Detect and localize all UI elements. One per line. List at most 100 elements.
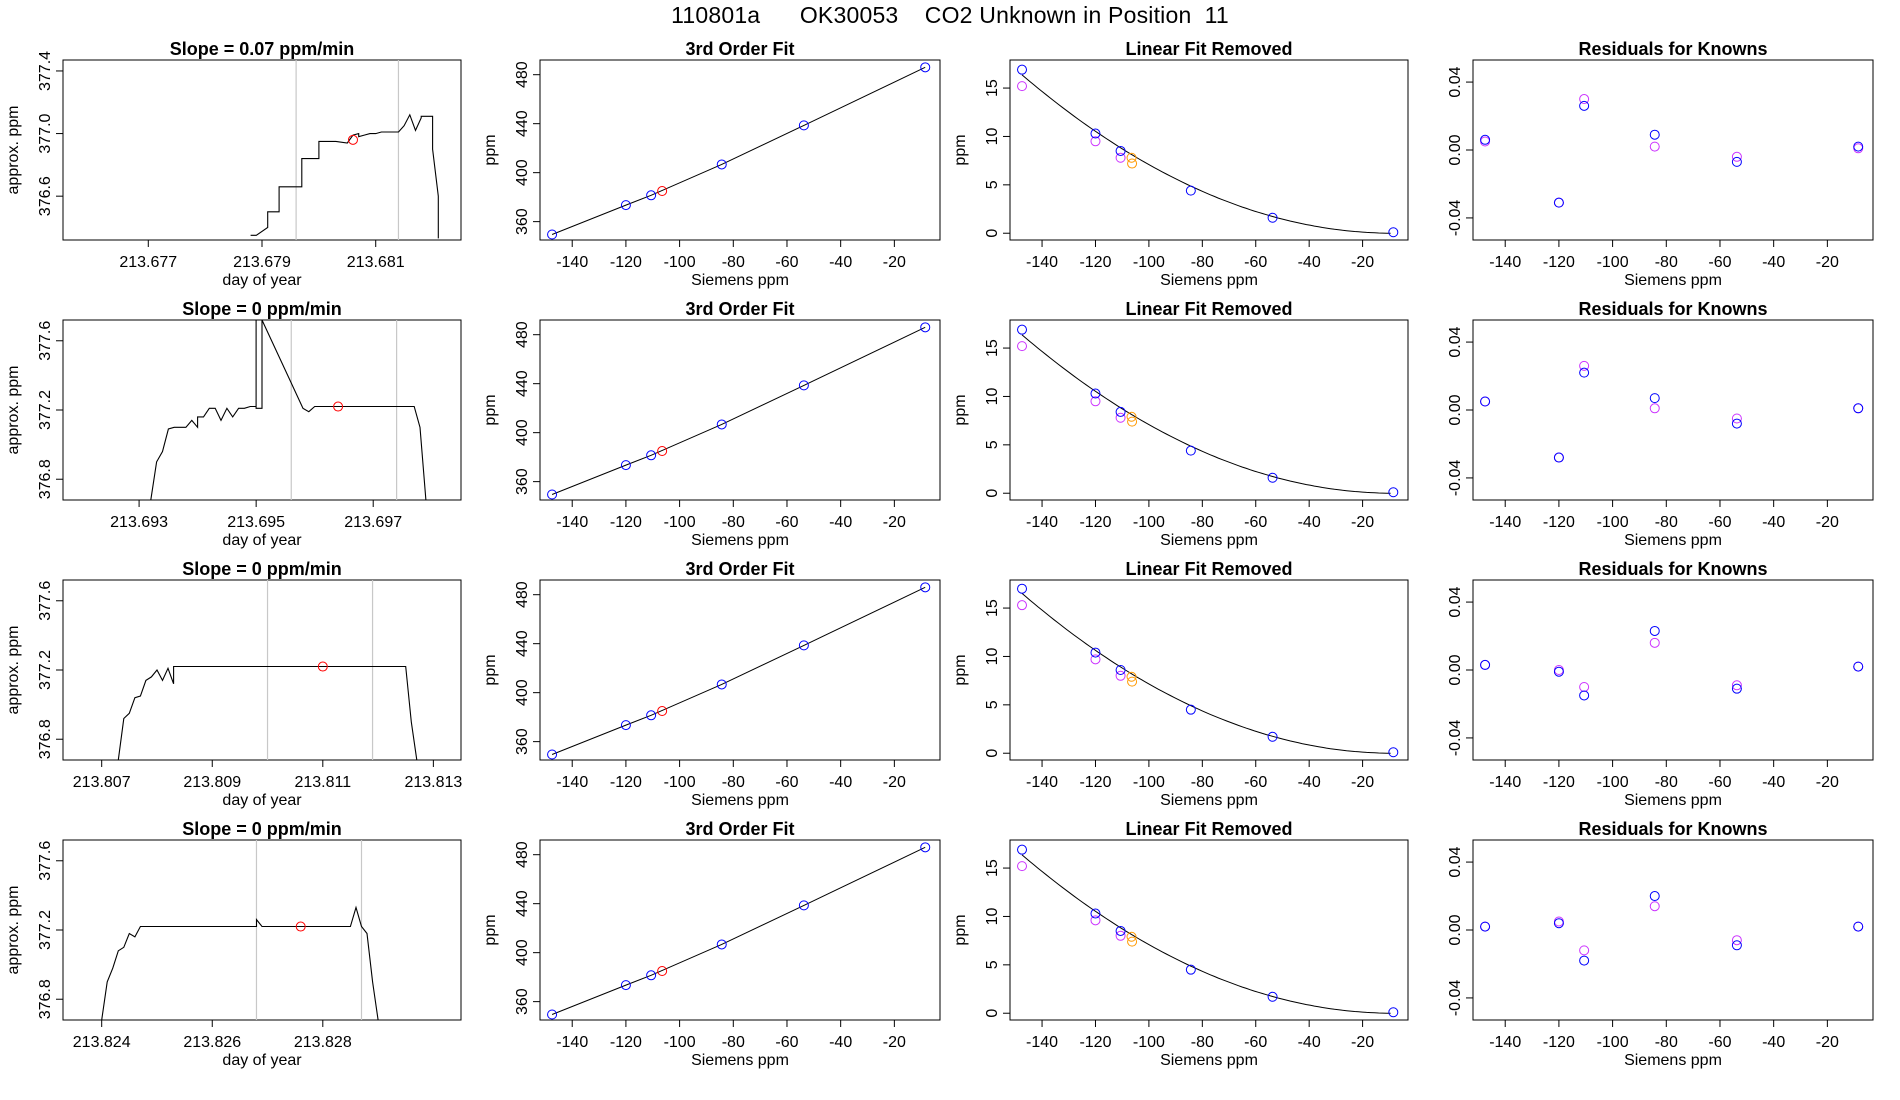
- data-point-knowns: [1017, 844, 1028, 855]
- chart-title: 3rd Order Fit: [685, 39, 794, 59]
- data-point-knowns: [1267, 472, 1278, 483]
- y-tick-label: 360: [514, 468, 531, 495]
- y-tick-label: 5: [984, 960, 1001, 969]
- data-point-knowns: [646, 190, 657, 201]
- data-point-knowns: [1115, 406, 1126, 417]
- plot-frame: [1472, 59, 1874, 241]
- y-tick-label: 400: [514, 159, 531, 186]
- y-tick-label: 400: [514, 419, 531, 446]
- y-tick-label: 15: [984, 599, 1001, 617]
- data-point-knowns-alt: [1017, 600, 1028, 611]
- y-tick-label: 480: [514, 581, 531, 608]
- x-tick-label: 213.807: [73, 774, 131, 791]
- x-tick-label: -80: [1191, 774, 1214, 791]
- data-point-knowns: [1388, 227, 1399, 238]
- data-point-knowns-alt: [1731, 151, 1742, 162]
- data-point-knowns: [1388, 747, 1399, 758]
- data-point-unknown: [1126, 411, 1137, 422]
- data-point-knowns-alt: [1017, 861, 1028, 872]
- x-tick-label: -100: [1597, 254, 1629, 271]
- data-point-knowns: [1115, 145, 1126, 156]
- data-point-knowns: [1185, 445, 1196, 456]
- chart-panel-3-2: Linear Fit Removed -140 -120 -100 -80 -60 -40 -…: [952, 819, 1409, 1069]
- data-point-knowns: [1731, 683, 1742, 694]
- x-tick-label: -20: [1816, 774, 1839, 791]
- x-tick-label: -140: [1489, 774, 1521, 791]
- chart-title: Linear Fit Removed: [1125, 559, 1292, 579]
- x-tick-label: -80: [722, 254, 745, 271]
- y-tick-label: 377.6: [37, 321, 54, 361]
- fit-curve: [551, 586, 926, 755]
- unknown-mean-point: [295, 921, 306, 932]
- x-tick-label: -100: [1133, 514, 1165, 531]
- chart-panel-1-2: Linear Fit Removed -140 -120 -100 -80 -60 -40 -…: [952, 299, 1409, 549]
- data-point-unknown: [1127, 676, 1138, 687]
- plot-area: [1017, 324, 1399, 498]
- x-tick-label: -140: [1489, 1034, 1521, 1051]
- data-point-knowns-alt: [1649, 141, 1660, 152]
- chart-title: Residuals for Knowns: [1578, 559, 1767, 579]
- data-point-knowns-alt: [1115, 412, 1126, 423]
- chart-title: Linear Fit Removed: [1125, 819, 1292, 839]
- data-point-knowns: [1267, 991, 1278, 1002]
- chart-title: Linear Fit Removed: [1125, 299, 1292, 319]
- x-tick-label: 213.824: [73, 1034, 131, 1051]
- data-point-knowns: [1267, 731, 1278, 742]
- data-point-unknown: [1126, 152, 1137, 163]
- plot-area: [547, 582, 931, 760]
- plot-frame: [539, 319, 941, 501]
- y-tick-label: 0: [984, 489, 1001, 498]
- y-tick-label: 0.04: [1447, 586, 1464, 617]
- chart-title: 3rd Order Fit: [685, 819, 794, 839]
- data-point-knowns-alt: [1649, 637, 1660, 648]
- data-point-knowns: [920, 582, 931, 593]
- y-tick-label: 10: [984, 387, 1001, 405]
- chart-panel-2-3: Residuals for Knowns -140 -120 -100 -80 -60 -4…: [1447, 559, 1874, 809]
- data-point-knowns-alt: [1115, 152, 1126, 163]
- data-point-knowns: [1480, 396, 1491, 407]
- y-tick-label: 377.2: [37, 650, 54, 690]
- y-tick-label: 480: [514, 61, 531, 88]
- x-tick-label: -120: [1079, 774, 1111, 791]
- x-tick-label: -40: [829, 774, 852, 791]
- x-tick-label: -60: [1708, 514, 1731, 531]
- x-tick-label: -20: [1351, 774, 1374, 791]
- y-tick-label: 360: [514, 208, 531, 235]
- y-axis-label: approx. ppm: [5, 366, 22, 455]
- data-point-knowns: [1115, 665, 1126, 675]
- data-point-unknown: [1126, 671, 1137, 682]
- data-point-knowns: [1853, 403, 1864, 414]
- plot-frame: [62, 59, 462, 241]
- x-tick-label: -80: [1655, 254, 1678, 271]
- x-tick-label: 213.697: [344, 514, 402, 531]
- y-tick-label: 480: [514, 841, 531, 868]
- chart-panel-0-1: 3rd Order Fit -140 -120 -100 -80 -60 -40 -20 360…: [482, 39, 941, 289]
- data-point-knowns-alt: [1731, 935, 1742, 946]
- chart-panel-0-3: Residuals for Knowns -140 -120 -100 -80 -60 -4…: [1447, 39, 1874, 289]
- trace-line: [250, 113, 439, 239]
- y-tick-label: 360: [514, 728, 531, 755]
- data-point-unknown: [1127, 936, 1138, 947]
- plot-area: [1017, 583, 1399, 758]
- fit-curve: [1021, 854, 1391, 1014]
- data-point-knowns: [1579, 367, 1590, 378]
- data-point-knowns: [547, 229, 558, 240]
- data-point-knowns: [620, 720, 631, 731]
- x-tick-label: 213.679: [233, 254, 291, 271]
- plot-frame: [1472, 579, 1874, 761]
- plot-frame: [539, 59, 941, 241]
- data-point-knowns: [1731, 940, 1742, 951]
- y-tick-label: 0: [984, 749, 1001, 758]
- x-tick-label: -60: [1244, 1034, 1267, 1051]
- x-tick-label: -120: [610, 514, 642, 531]
- x-tick-label: -140: [1026, 774, 1058, 791]
- plot-frame: [1009, 59, 1409, 241]
- data-point-knowns: [798, 380, 809, 391]
- data-point-knowns: [1579, 690, 1590, 701]
- x-tick-label: -140: [1489, 514, 1521, 531]
- data-point-unknown: [1126, 931, 1137, 942]
- x-tick-label: -140: [1026, 254, 1058, 271]
- chart-panel-0-0: Slope = 0.07 ppm/min 213.677 213.679 213.68…: [5, 39, 462, 289]
- x-tick-label: -40: [1298, 1034, 1321, 1051]
- y-tick-label: 360: [514, 988, 531, 1015]
